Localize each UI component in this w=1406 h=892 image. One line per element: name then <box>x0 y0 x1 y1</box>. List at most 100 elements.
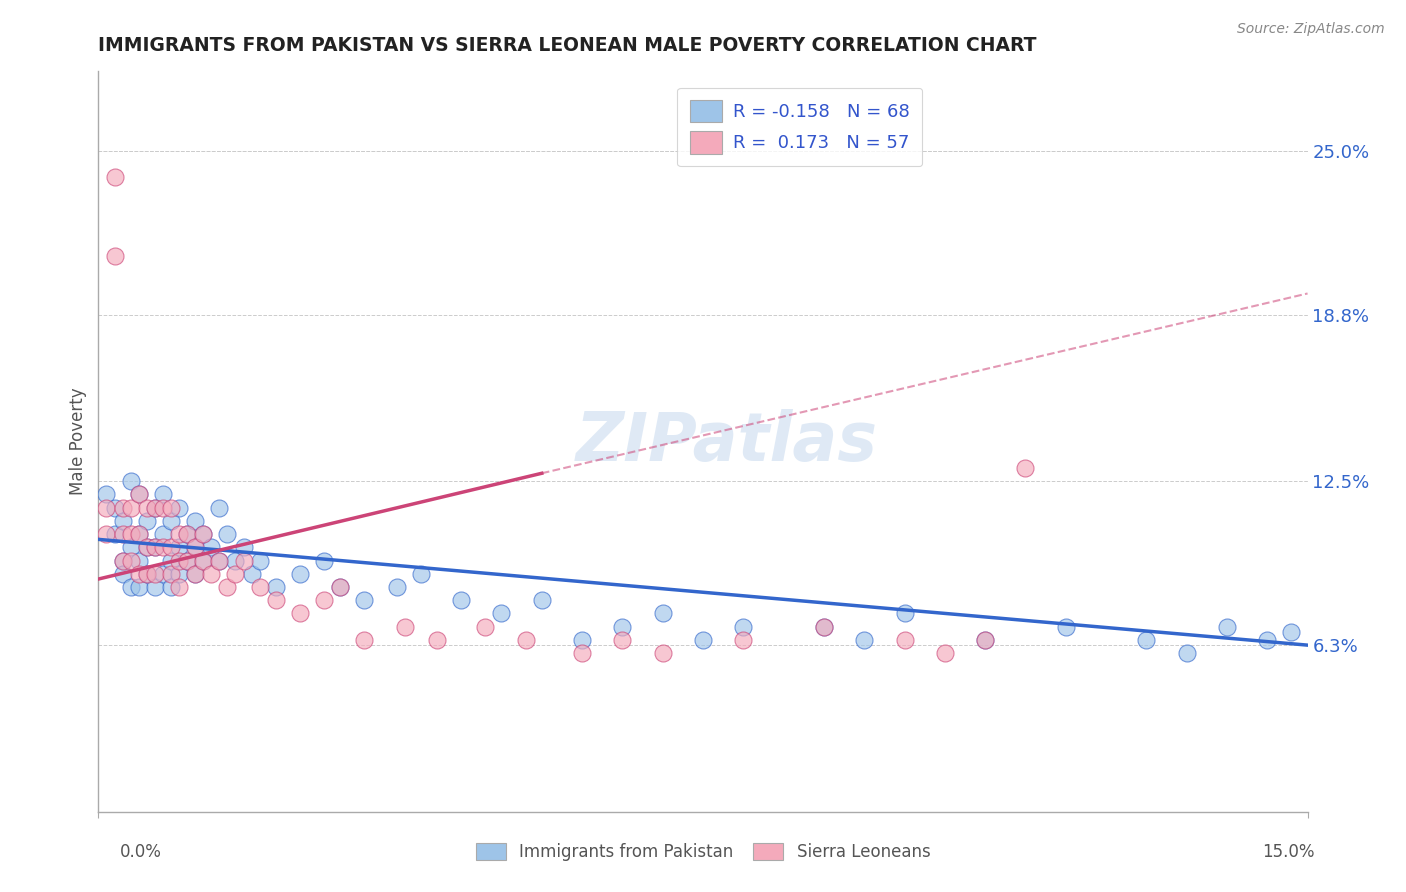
Point <box>143 500 166 515</box>
Point <box>450 593 472 607</box>
Point <box>135 500 157 515</box>
Point <box>853 632 876 647</box>
Point <box>167 580 190 594</box>
Point <box>135 541 157 555</box>
Point <box>200 566 222 581</box>
Point <box>160 500 183 515</box>
Point <box>128 487 150 501</box>
Point <box>143 580 166 594</box>
Point <box>184 514 207 528</box>
Point <box>208 500 231 515</box>
Point <box>264 580 287 594</box>
Point <box>111 566 134 581</box>
Legend: Immigrants from Pakistan, Sierra Leoneans: Immigrants from Pakistan, Sierra Leonean… <box>470 836 936 868</box>
Point <box>96 500 118 515</box>
Point <box>184 541 207 555</box>
Point <box>200 541 222 555</box>
Point <box>111 500 134 515</box>
Text: 0.0%: 0.0% <box>120 843 162 861</box>
Point <box>314 593 336 607</box>
Point <box>193 553 215 567</box>
Point <box>232 541 254 555</box>
Point <box>143 541 166 555</box>
Point <box>103 170 125 185</box>
Point <box>103 500 125 515</box>
Text: 15.0%: 15.0% <box>1263 843 1315 861</box>
Point <box>128 580 150 594</box>
Point <box>1216 619 1239 633</box>
Point <box>651 607 673 621</box>
Point <box>571 646 593 660</box>
Point <box>288 607 311 621</box>
Point <box>152 487 174 501</box>
Point <box>515 632 537 647</box>
Point <box>217 527 239 541</box>
Point <box>249 580 271 594</box>
Point <box>733 632 755 647</box>
Point <box>224 553 246 567</box>
Point <box>176 553 198 567</box>
Point <box>128 527 150 541</box>
Point <box>135 566 157 581</box>
Point <box>394 619 416 633</box>
Point <box>160 514 183 528</box>
Point <box>934 646 956 660</box>
Point <box>385 580 408 594</box>
Point <box>692 632 714 647</box>
Point <box>120 553 142 567</box>
Point <box>474 619 496 633</box>
Point <box>733 619 755 633</box>
Point <box>612 619 634 633</box>
Point <box>184 566 207 581</box>
Point <box>111 527 134 541</box>
Point <box>176 527 198 541</box>
Point <box>128 527 150 541</box>
Point <box>1014 461 1036 475</box>
Point <box>143 500 166 515</box>
Point <box>240 566 263 581</box>
Point <box>176 527 198 541</box>
Point <box>249 553 271 567</box>
Text: ZIPatlas: ZIPatlas <box>576 409 879 475</box>
Point <box>264 593 287 607</box>
Point <box>217 580 239 594</box>
Point <box>120 541 142 555</box>
Point <box>232 553 254 567</box>
Point <box>571 632 593 647</box>
Text: Source: ZipAtlas.com: Source: ZipAtlas.com <box>1237 22 1385 37</box>
Point <box>974 632 997 647</box>
Point <box>1256 632 1278 647</box>
Point <box>208 553 231 567</box>
Point <box>135 541 157 555</box>
Point <box>160 566 183 581</box>
Point <box>1281 624 1303 639</box>
Point <box>120 527 142 541</box>
Point <box>208 553 231 567</box>
Point <box>893 632 915 647</box>
Point <box>176 553 198 567</box>
Point <box>167 541 190 555</box>
Point <box>96 527 118 541</box>
Point <box>193 527 215 541</box>
Point <box>120 500 142 515</box>
Point <box>491 607 513 621</box>
Point <box>143 566 166 581</box>
Point <box>128 566 150 581</box>
Point <box>152 541 174 555</box>
Text: IMMIGRANTS FROM PAKISTAN VS SIERRA LEONEAN MALE POVERTY CORRELATION CHART: IMMIGRANTS FROM PAKISTAN VS SIERRA LEONE… <box>98 36 1036 54</box>
Point <box>530 593 553 607</box>
Point <box>329 580 352 594</box>
Point <box>612 632 634 647</box>
Point <box>152 566 174 581</box>
Point <box>167 553 190 567</box>
Point <box>167 527 190 541</box>
Point <box>329 580 352 594</box>
Point <box>353 593 375 607</box>
Point <box>160 541 183 555</box>
Point <box>103 527 125 541</box>
Point <box>314 553 336 567</box>
Point <box>96 487 118 501</box>
Point <box>193 553 215 567</box>
Point <box>426 632 449 647</box>
Point <box>128 553 150 567</box>
